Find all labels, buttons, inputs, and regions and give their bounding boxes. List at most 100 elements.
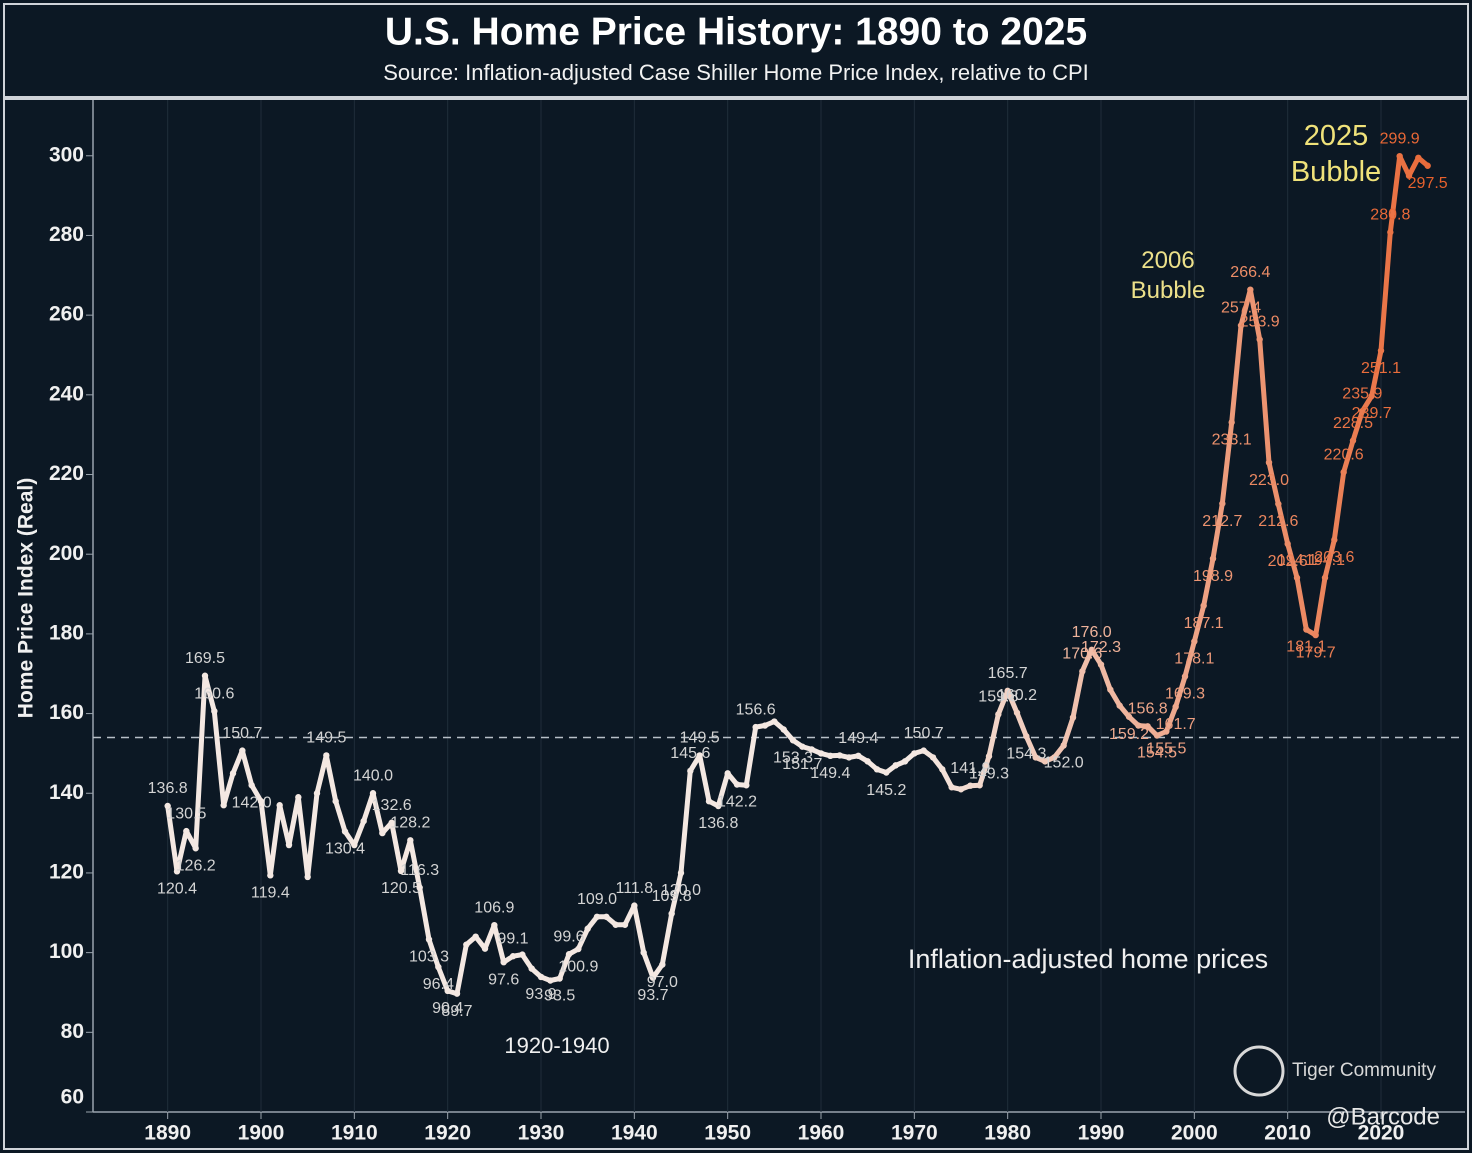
value-label: 149.3 xyxy=(969,765,1009,782)
value-label: 109.8 xyxy=(652,888,692,905)
data-point xyxy=(304,873,311,881)
value-label: 120.4 xyxy=(157,881,197,898)
data-point xyxy=(1088,646,1095,654)
data-point xyxy=(1247,286,1254,293)
data-point xyxy=(1023,733,1030,740)
y-tick-label: 120 xyxy=(49,860,84,883)
value-label: 99.1 xyxy=(497,930,528,947)
data-point xyxy=(379,829,386,837)
y-tick-label: 200 xyxy=(49,542,84,565)
data-point xyxy=(537,973,545,981)
data-point xyxy=(864,758,871,765)
value-label: 142.2 xyxy=(717,794,757,811)
data-point xyxy=(183,827,190,835)
data-point xyxy=(1405,172,1413,179)
data-point xyxy=(612,921,619,928)
data-point xyxy=(164,802,171,810)
value-label: 159.2 xyxy=(1109,726,1149,743)
data-point xyxy=(556,975,563,982)
data-point xyxy=(1340,468,1347,476)
data-point xyxy=(472,933,479,940)
data-point xyxy=(1069,714,1077,721)
value-label: 251.1 xyxy=(1361,360,1401,377)
annotation-line: Bubble xyxy=(1291,156,1381,188)
data-point xyxy=(1265,459,1273,466)
x-tick-label: 2000 xyxy=(1171,1122,1218,1145)
y-tick-label: 240 xyxy=(49,382,84,405)
value-label: 253.9 xyxy=(1240,314,1280,331)
value-label: 97.0 xyxy=(647,974,678,991)
x-tick-label: 2020 xyxy=(1358,1122,1405,1145)
value-label: 194.1 xyxy=(1277,552,1317,569)
data-point xyxy=(724,770,731,777)
data-point xyxy=(1200,602,1207,609)
value-label: 152.0 xyxy=(1044,755,1084,772)
data-point xyxy=(845,754,853,761)
value-label: 153.3 xyxy=(773,749,813,766)
data-point xyxy=(453,990,461,997)
data-point xyxy=(752,723,759,731)
data-point xyxy=(1116,702,1123,709)
data-point xyxy=(631,902,638,909)
value-label: 119.4 xyxy=(251,885,290,902)
data-point xyxy=(276,802,283,809)
data-point xyxy=(1237,322,1245,329)
value-label: 202.6 xyxy=(1268,553,1308,570)
value-label: 149.5 xyxy=(306,730,346,747)
data-point xyxy=(267,872,274,879)
data-point xyxy=(808,746,815,753)
value-label: 165.7 xyxy=(988,665,1028,682)
value-label: 149.5 xyxy=(680,730,720,747)
data-point xyxy=(239,747,246,754)
value-label: 100.9 xyxy=(558,958,598,975)
y-tick-label: 140 xyxy=(49,781,84,804)
data-point xyxy=(827,752,834,760)
logo xyxy=(1233,1045,1285,1097)
data-point xyxy=(211,707,218,715)
data-point xyxy=(668,910,675,917)
data-point xyxy=(799,743,806,750)
data-point xyxy=(444,987,451,995)
value-label: 169.3 xyxy=(1165,686,1205,703)
value-label: 97.6 xyxy=(488,971,519,988)
annotation: 2025 Bubble xyxy=(1291,120,1381,188)
value-label: 149.4 xyxy=(810,765,850,782)
data-point xyxy=(920,747,927,754)
data-point xyxy=(388,819,395,826)
x-tick-label: 1970 xyxy=(891,1122,938,1145)
value-label: 136.8 xyxy=(698,815,738,832)
y-tick-label: 220 xyxy=(49,462,84,485)
x-tick-label: 1890 xyxy=(144,1122,191,1145)
y-tick-label: 100 xyxy=(49,940,84,963)
data-point xyxy=(1079,668,1086,675)
value-label: 223.0 xyxy=(1249,472,1289,489)
value-label: 126.2 xyxy=(176,857,216,874)
data-point xyxy=(295,794,302,801)
value-label: 155.5 xyxy=(1146,741,1186,758)
data-point xyxy=(1013,709,1021,716)
x-tick-label: 1990 xyxy=(1078,1122,1125,1145)
annotation-line: 2025 xyxy=(1304,120,1369,152)
data-point xyxy=(1331,536,1338,544)
data-point xyxy=(1107,686,1114,693)
chart-subtitle: Source: Inflation-adjusted Case Shiller … xyxy=(383,60,1089,85)
data-point xyxy=(491,921,498,929)
value-label: 169.5 xyxy=(185,650,225,667)
data-point xyxy=(817,750,825,757)
value-label: 160.6 xyxy=(194,685,234,702)
data-point xyxy=(1368,392,1375,400)
data-point xyxy=(1303,626,1310,633)
x-tick-label: 1950 xyxy=(704,1122,751,1145)
x-tick-label: 1910 xyxy=(331,1122,378,1145)
value-label: 160.2 xyxy=(997,687,1037,704)
data-point xyxy=(985,753,993,760)
data-point xyxy=(995,711,1002,718)
data-point xyxy=(1125,713,1133,720)
value-label: 142.0 xyxy=(232,795,272,812)
value-label: 109.0 xyxy=(577,891,617,908)
value-label: 212.7 xyxy=(1202,513,1242,530)
data-point xyxy=(313,790,321,797)
data-point xyxy=(873,766,881,773)
annotation-line: 2006 xyxy=(1141,247,1194,274)
